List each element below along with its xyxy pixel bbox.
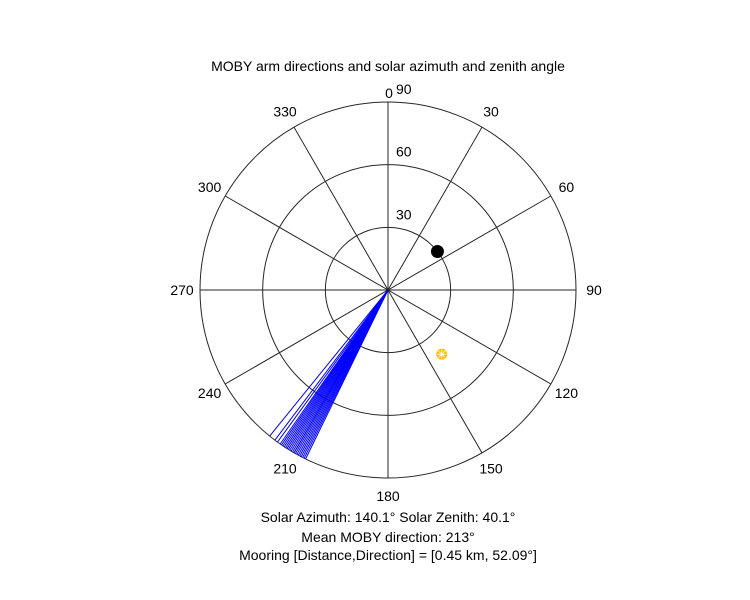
angle-tick-150: 150 (479, 460, 503, 476)
mooring-info: Mooring [Distance,Direction] = [0.45 km,… (239, 547, 537, 563)
chart-title: MOBY arm directions and solar azimuth an… (211, 58, 565, 74)
radial-tick-90: 90 (396, 81, 412, 97)
angle-tick-180: 180 (376, 488, 400, 504)
angle-tick-330: 330 (273, 104, 297, 120)
angle-tick-90: 90 (586, 282, 602, 298)
angle-tick-30: 30 (483, 104, 499, 120)
radial-tick-60: 60 (396, 144, 412, 160)
angle-tick-0: 0 (385, 85, 393, 101)
angle-tick-60: 60 (559, 179, 575, 195)
moby-arm-line-21 (269, 289, 389, 437)
angle-tick-120: 120 (555, 385, 579, 401)
moby-arm-line-20 (274, 289, 389, 441)
sun-ray-3 (438, 350, 446, 358)
angle-tick-210: 210 (273, 460, 297, 476)
angle-tick-240: 240 (198, 385, 222, 401)
moby-arm-line-19 (277, 289, 389, 443)
sun-marker (436, 348, 448, 360)
moby-direction-info: Mean MOBY direction: 213° (301, 529, 475, 545)
tick-labels: 0 30 60 90 120 150 180 210 240 270 300 330 30 60 90 (170, 81, 602, 504)
moby-arm-lines (269, 289, 389, 460)
radial-tick-30: 30 (396, 206, 412, 222)
moby-arm-line-18 (279, 289, 389, 445)
markers (430, 244, 448, 360)
solar-info: Solar Azimuth: 140.1° Solar Zenith: 40.1… (260, 509, 516, 525)
mooring-marker (430, 244, 444, 258)
angle-tick-300: 300 (198, 179, 222, 195)
angle-tick-270: 270 (170, 282, 194, 298)
